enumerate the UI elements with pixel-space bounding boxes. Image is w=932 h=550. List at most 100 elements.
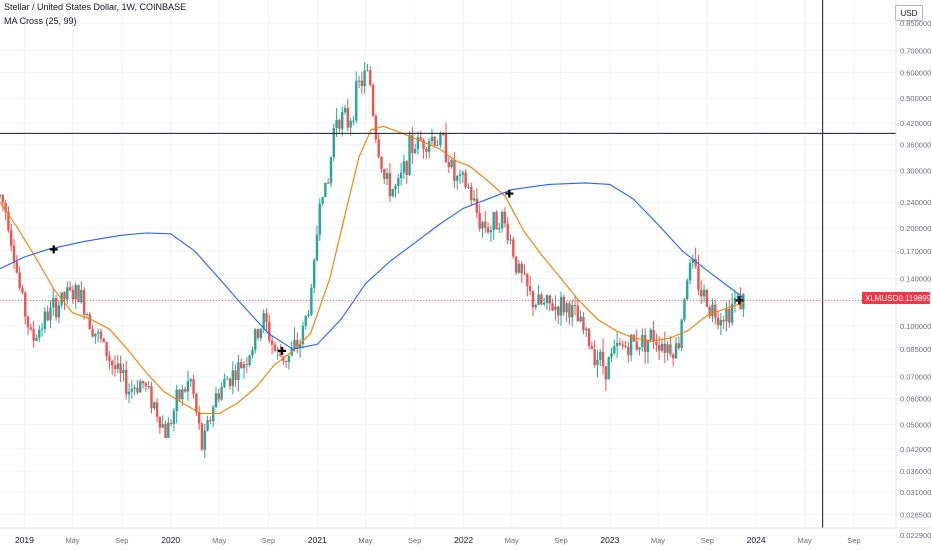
candle-up (607, 357, 610, 380)
candle-down (113, 365, 117, 369)
candle-down (556, 306, 560, 316)
candle-down (26, 316, 30, 328)
candle-down (514, 256, 518, 273)
candle-up (301, 325, 305, 345)
ma-line (0, 125, 744, 415)
indicator-label[interactable]: MA Cross (25, 99) (4, 16, 77, 26)
y-tick-label: 0.050000 (900, 420, 931, 429)
y-tick-label: 0.850000 (900, 19, 931, 28)
cross-marker (49, 245, 58, 254)
candle-down (604, 366, 608, 380)
candle-down (714, 304, 717, 318)
candle-down (652, 329, 655, 342)
candle-up (646, 339, 650, 352)
candle-down (453, 159, 456, 181)
candle-down (697, 265, 700, 290)
candle-up (52, 298, 55, 308)
y-tick-label: 0.042000 (900, 445, 931, 454)
currency-button[interactable]: USD (895, 5, 923, 21)
candle-up (276, 349, 279, 351)
candle-down (111, 360, 114, 366)
candle-down (526, 273, 529, 287)
candle-down (105, 341, 108, 357)
candle-down (573, 305, 577, 307)
candle-up (666, 344, 669, 353)
candle-up (175, 389, 178, 412)
candle-down (441, 134, 445, 136)
candle-down (102, 338, 105, 342)
candle-down (540, 294, 543, 305)
candle-down (338, 120, 341, 129)
candle-down (18, 272, 21, 288)
candle-up (450, 159, 453, 168)
price-axis-background[interactable] (896, 0, 932, 528)
candle-down (705, 289, 709, 307)
candle-down (716, 317, 720, 326)
candle-down (108, 356, 111, 361)
candle-down (183, 389, 187, 392)
candle-up (40, 328, 44, 330)
candle-up (130, 388, 134, 392)
candle-up (153, 402, 156, 409)
candle-up (691, 258, 695, 263)
candle-up (610, 353, 613, 358)
candle-down (15, 261, 19, 273)
candle-up (172, 411, 176, 424)
candle-up (254, 329, 257, 350)
candle-up (116, 363, 120, 369)
candle-down (657, 344, 661, 351)
x-tick-label: 2021 (308, 535, 327, 545)
candle-up (147, 386, 150, 388)
y-tick-label: 0.085000 (900, 345, 931, 354)
candle-down (10, 230, 13, 246)
candle-down (520, 263, 523, 274)
candle-up (80, 289, 83, 303)
candle-up (133, 387, 136, 389)
candle-down (63, 292, 66, 300)
candle-up (416, 137, 420, 150)
candle-down (228, 378, 232, 387)
candle-down (371, 85, 375, 116)
candle-up (49, 307, 52, 321)
candle-up (537, 294, 540, 306)
candle-down (54, 298, 58, 318)
candle-up (615, 343, 619, 347)
candle-up (349, 120, 352, 128)
candle-down (88, 314, 91, 330)
candle-up (725, 309, 728, 322)
candle-down (12, 245, 16, 262)
candle-down (551, 303, 554, 311)
candle-down (279, 349, 282, 357)
candle-up (585, 328, 588, 331)
x-tick-label: May (212, 536, 226, 545)
candle-up (366, 70, 369, 72)
y-tick-label: 0.240000 (900, 198, 931, 207)
candle-down (523, 273, 526, 275)
candle-up (402, 161, 406, 173)
candle-up (674, 343, 678, 359)
candle-up (736, 295, 739, 298)
candle-up (579, 316, 582, 322)
y-tick-label: 0.170000 (900, 247, 931, 256)
candle-up (324, 182, 327, 198)
candle-down (169, 422, 173, 424)
candle-down (643, 334, 647, 352)
candle-up (545, 295, 549, 303)
candle-up (312, 260, 316, 288)
candle-down (158, 416, 162, 428)
candle-down (728, 309, 731, 323)
symbol-title[interactable]: Stellar / United States Dollar, 1W, COIN… (4, 2, 187, 12)
x-tick-label: Sep (847, 536, 860, 545)
candle-up (413, 149, 417, 154)
candle-down (582, 316, 585, 331)
candle-up (127, 391, 131, 395)
candle-down (360, 80, 364, 87)
candle-up (427, 141, 431, 152)
candle-down (125, 369, 128, 395)
candle-up (408, 134, 411, 176)
candle-down (419, 137, 422, 140)
candle-down (284, 360, 288, 363)
candle-up (596, 359, 599, 366)
candle-up (517, 263, 521, 273)
